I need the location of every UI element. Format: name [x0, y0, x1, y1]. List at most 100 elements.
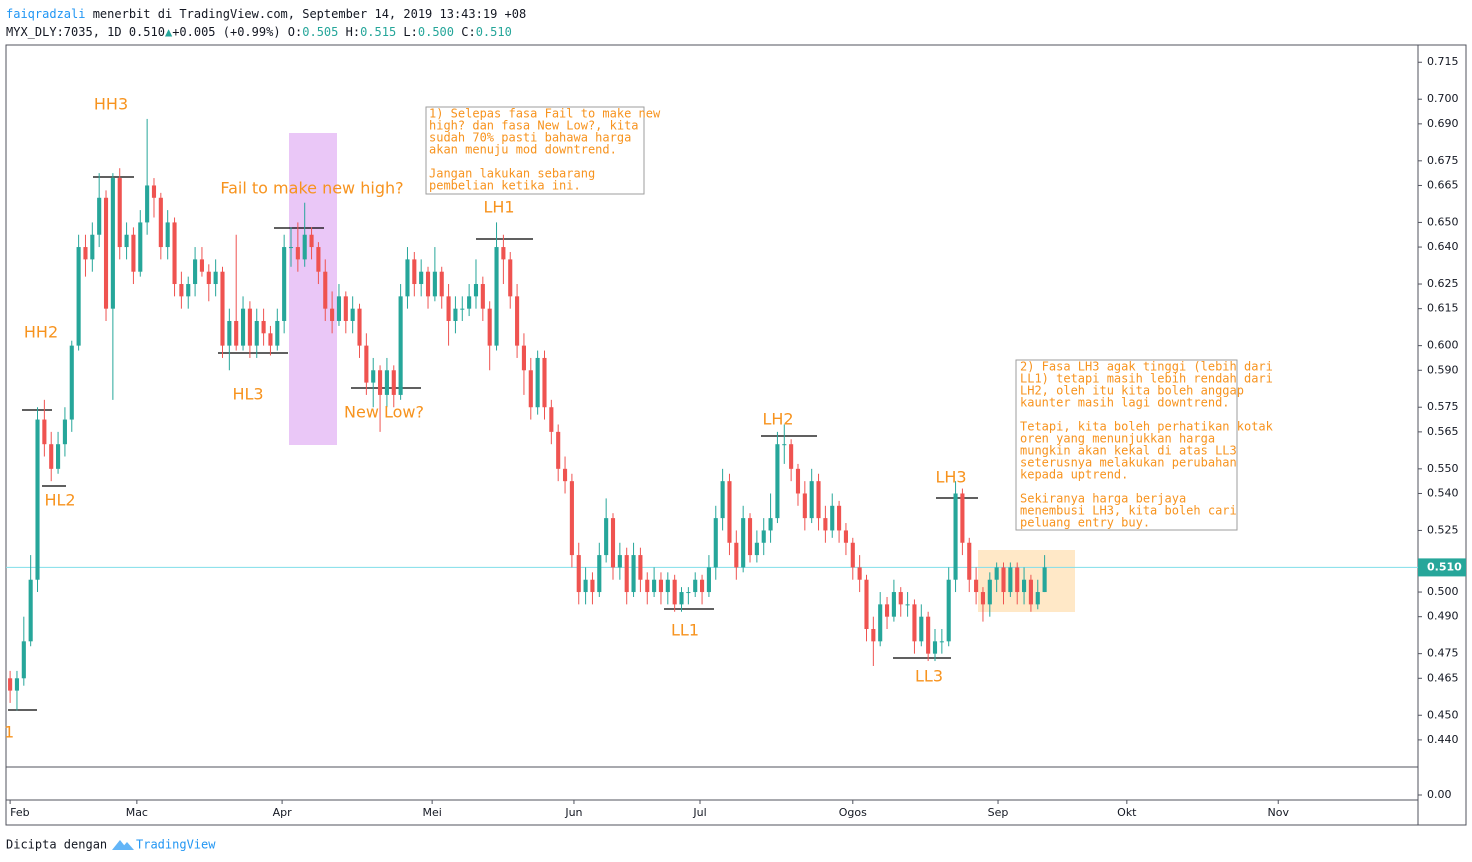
h: 0.515 — [360, 25, 396, 39]
note-line: akan menuju mod downtrend. — [429, 143, 617, 157]
candle-body — [288, 247, 294, 249]
x-tick-label: Feb — [10, 806, 29, 819]
candle-body — [754, 542, 759, 556]
candle-body — [28, 579, 33, 642]
candle-body — [569, 481, 574, 556]
candle-body — [919, 616, 924, 642]
note-line: high? dan fasa New Low?, kita — [429, 119, 639, 133]
published: menerbit di TradingView.com, September 1… — [85, 7, 526, 21]
candle-body — [460, 308, 465, 310]
brand-logo — [112, 840, 134, 850]
last-price-box — [1418, 558, 1466, 577]
candle-body — [56, 444, 61, 469]
y-tick-label: 0.540 — [1427, 486, 1459, 499]
c: 0.510 — [476, 25, 512, 39]
annotation: HL2 — [44, 491, 75, 510]
annotation: 1 — [4, 723, 14, 742]
annotation: LH2 — [762, 410, 793, 429]
y-tick-label: 0.650 — [1427, 215, 1459, 228]
y-tick-label: 0.550 — [1427, 462, 1459, 475]
y-tick-label: 0.450 — [1427, 708, 1459, 721]
note-line: LH2, oleh itu kita boleh anggap — [1020, 384, 1244, 398]
candle-body — [850, 542, 855, 568]
candle-body — [425, 271, 431, 297]
candle-body — [234, 320, 239, 346]
candle-body — [898, 592, 903, 605]
note-box — [425, 106, 645, 195]
candle-body — [193, 259, 198, 285]
candle-body — [494, 247, 499, 346]
c-key: C: — [461, 25, 475, 39]
candle-body — [69, 345, 74, 420]
y-tick-label: 0.565 — [1427, 425, 1459, 438]
candle-body — [467, 296, 472, 309]
candle-body — [816, 481, 821, 519]
candle-body — [871, 629, 876, 642]
header-line-1: faiqradzali menerbit di TradingView.com,… — [6, 7, 526, 21]
candle-body — [282, 247, 287, 321]
candle-body — [535, 357, 540, 408]
candle-body — [1028, 579, 1033, 605]
note-box — [1015, 359, 1238, 531]
candle-body — [138, 222, 143, 272]
candle-body — [802, 493, 807, 519]
annotation: HH2 — [24, 323, 58, 342]
candle-body — [42, 419, 47, 445]
candle-body — [652, 579, 657, 593]
candle-body — [542, 357, 547, 408]
candle-body — [672, 579, 677, 605]
annotation: LL1 — [671, 621, 699, 640]
candle-body — [453, 308, 458, 321]
candle-body — [706, 567, 711, 593]
l-key: L: — [403, 25, 417, 39]
candle-body — [1022, 579, 1027, 593]
candle-body — [645, 579, 650, 593]
candle-body — [1035, 592, 1040, 605]
candle-body — [35, 419, 40, 580]
candle-body — [49, 444, 54, 469]
candle-body — [412, 259, 417, 285]
candle-body — [199, 259, 204, 272]
header-line-2: MYX_DLY:7035, 1D 0.510▲+0.005 (+0.99%) O… — [6, 25, 512, 39]
candle-body — [501, 247, 506, 260]
candle-body — [1008, 567, 1013, 593]
note-line: menembusi LH3, kita boleh cari — [1020, 504, 1237, 518]
candle-body — [953, 493, 958, 580]
y-tick-label: 0.475 — [1427, 647, 1459, 660]
x-tick-label: Jul — [692, 806, 706, 819]
candle-body — [884, 604, 890, 617]
candle-body — [151, 185, 157, 198]
note-line: oren yang menunjukkan harga — [1020, 432, 1215, 446]
footer-text: Dicipta dengan — [6, 838, 107, 852]
y-tick-label: 0.500 — [1427, 585, 1459, 598]
candle-body — [974, 579, 979, 593]
candle-body — [336, 296, 342, 321]
candle-body — [679, 592, 684, 605]
candle-body — [686, 592, 691, 594]
y-tick-label: 0.490 — [1427, 610, 1459, 623]
candle-body — [240, 308, 246, 346]
candle-body — [1001, 567, 1006, 593]
candle-body — [110, 178, 115, 309]
candle-body — [905, 604, 910, 606]
y-tick-label: 0.690 — [1427, 117, 1459, 130]
candle-body — [480, 284, 485, 309]
candle-body — [610, 518, 616, 568]
candle-body — [665, 579, 670, 593]
candle-body — [515, 296, 520, 346]
candle-body — [90, 234, 95, 260]
x-tick-label: Sep — [988, 806, 1009, 819]
candle-body — [837, 505, 842, 531]
x-tick-label: Okt — [1117, 806, 1137, 819]
candle-body — [302, 234, 307, 260]
candle-body — [617, 555, 622, 568]
candle-body — [521, 345, 526, 371]
x-tick-label: Nov — [1268, 806, 1290, 819]
candle-body — [562, 468, 568, 482]
y-tick-label: 0.625 — [1427, 277, 1459, 290]
candle-body — [357, 308, 362, 346]
y-tick-label: 0.590 — [1427, 363, 1459, 376]
candle-body — [131, 234, 136, 272]
candle-body — [165, 222, 170, 248]
y-tick-label: 0.615 — [1427, 302, 1459, 315]
